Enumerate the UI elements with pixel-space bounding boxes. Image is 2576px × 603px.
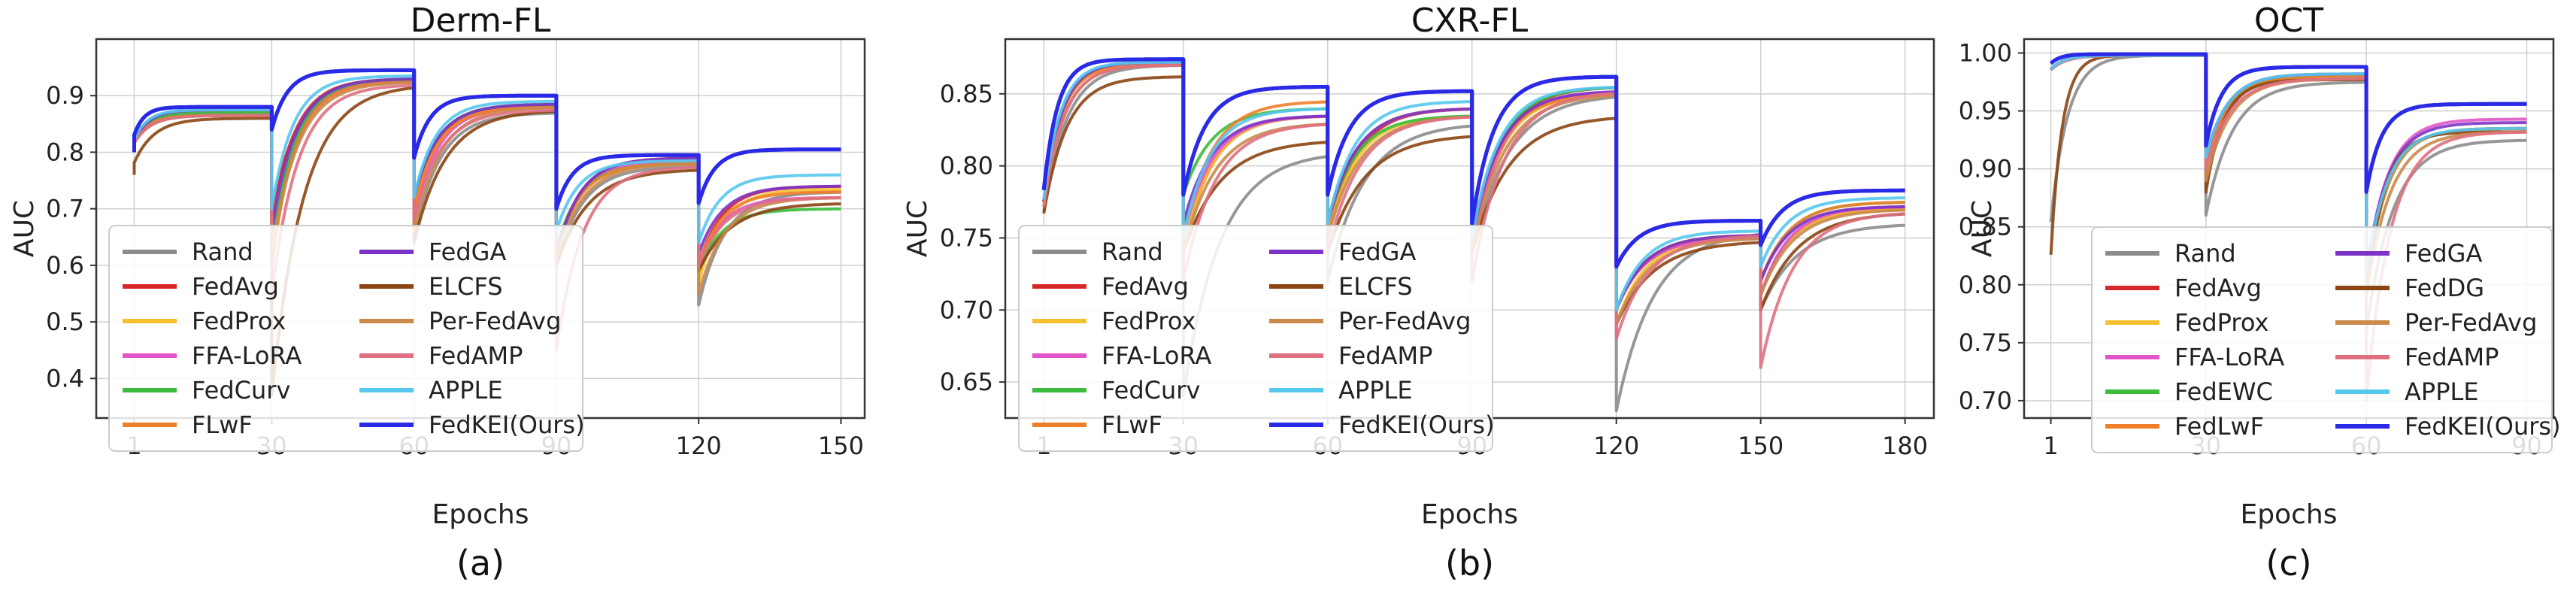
legend-box	[1018, 225, 1493, 452]
legend-label-flwf: FLwF	[192, 411, 253, 439]
y-tick-label: 0.75	[1959, 329, 2012, 357]
legend-label-fedavg: FedAvg	[192, 272, 279, 301]
legend-label-ffa-lora: FFA-LoRA	[192, 341, 302, 370]
y-tick-label: 0.90	[1959, 155, 2012, 183]
legend-box	[2091, 226, 2553, 453]
y-tick-label: 0.8	[46, 138, 84, 166]
x-axis-label: Epochs	[432, 499, 529, 530]
chart-title: OCT	[2254, 2, 2323, 40]
legend-label-fedcurv: FedCurv	[1102, 376, 1200, 405]
panel-label: (c)	[2265, 543, 2311, 583]
legend-label-fedkei-ours: FedKEI(Ours)	[2405, 412, 2561, 441]
legend-label-fedprox: FedProx	[192, 307, 286, 335]
legend-label-rand: Rand	[1102, 238, 1163, 266]
legend-label-fedprox: FedProx	[2174, 308, 2268, 337]
legend-label-rand: Rand	[2174, 239, 2236, 268]
y-axis-label: AUC	[9, 200, 40, 257]
x-axis-label: Epochs	[2241, 499, 2338, 530]
y-tick-label: 0.5	[46, 308, 84, 336]
chart-cxr-fl: 13060901201501800.650.700.750.800.85CXR-…	[902, 2, 1935, 583]
legend-label-elcfs: ELCFS	[1338, 272, 1413, 301]
legend-label-fedga: FedGA	[2405, 239, 2482, 268]
x-tick-label: 1	[2043, 432, 2058, 460]
legend: Rand FedAvg FedProx FFA-LoRA FedCurv FLwF FedG…	[108, 225, 585, 452]
legend-label-flwf: FLwF	[1102, 411, 1162, 439]
y-tick-label: 0.80	[1959, 271, 2012, 299]
x-tick-label: 120	[676, 432, 722, 460]
y-tick-label: 0.85	[940, 80, 993, 108]
legend-label-fedamp: FedAMP	[2405, 343, 2499, 371]
y-axis-label: AUC	[1967, 200, 1998, 257]
y-tick-label: 0.6	[46, 251, 84, 280]
x-tick-label: 150	[1738, 432, 1784, 460]
legend-label-feddg: FedDG	[2405, 274, 2484, 302]
legend-label-fedga: FedGA	[429, 238, 506, 266]
legend: Rand FedAvg FedProx FFA-LoRA FedCurv FLwF FedG…	[1018, 225, 1495, 452]
y-tick-label: 0.65	[940, 368, 993, 396]
legend-label-fedamp: FedAMP	[429, 341, 523, 370]
y-tick-label: 0.95	[1959, 97, 2012, 126]
legend-label-rand: Rand	[192, 238, 253, 266]
series-line-highlight-fedkei-ours	[1041, 57, 1905, 269]
legend-label-fedprox: FedProx	[1102, 307, 1196, 335]
legend-label-ffa-lora: FFA-LoRA	[2174, 343, 2284, 371]
legend-label-fedamp: FedAMP	[1338, 341, 1432, 370]
legend-label-elcfs: ELCFS	[429, 272, 503, 301]
panel-label: (b)	[1445, 543, 1494, 583]
y-tick-label: 0.70	[1959, 386, 2012, 415]
legend-label-apple: APPLE	[429, 376, 503, 405]
legend-label-fedavg: FedAvg	[2174, 274, 2262, 302]
series-group	[132, 68, 841, 397]
chart-title: CXR-FL	[1411, 2, 1529, 40]
y-tick-label: 0.9	[46, 81, 84, 110]
chart-oct: 13060900.700.750.800.850.900.951.00OCTEp…	[1959, 2, 2561, 583]
legend-label-fedkei-ours: FedKEI(Ours)	[1338, 411, 1495, 439]
y-tick-label: 0.70	[940, 295, 993, 324]
legend-label-per-fedavg: Per-FedAvg	[429, 307, 561, 335]
legend-label-fedewc: FedEWC	[2174, 377, 2273, 406]
chart-derm-fl: 13060901201500.40.50.60.70.80.9Derm-FLEp…	[9, 2, 866, 583]
y-tick-label: 0.75	[940, 223, 993, 252]
legend-label-fedga: FedGA	[1338, 238, 1416, 266]
series-line-fedamp	[132, 83, 841, 352]
series-line-highlight-fedkei-ours	[132, 68, 841, 211]
y-tick-label: 0.7	[46, 195, 84, 223]
y-tick-label: 0.85	[1959, 213, 2012, 241]
y-tick-label: 0.4	[46, 364, 84, 392]
y-tick-label: 0.80	[940, 152, 993, 180]
chart-title: Derm-FL	[411, 2, 551, 40]
y-tick-label: 1.00	[1959, 38, 2012, 67]
legend-box	[108, 225, 583, 452]
legend-label-per-fedavg: Per-FedAvg	[1338, 307, 1471, 335]
x-tick-label: 150	[818, 432, 864, 460]
legend-label-ffa-lora: FFA-LoRA	[1102, 341, 1211, 370]
legend-label-apple: APPLE	[2405, 377, 2479, 406]
x-tick-label: 180	[1882, 432, 1928, 460]
legend-label-fedcurv: FedCurv	[192, 376, 290, 405]
y-axis-label: AUC	[902, 200, 933, 257]
series-line-apple	[132, 74, 841, 244]
x-axis-label: Epochs	[1421, 499, 1518, 530]
legend-label-fedlwf: FedLwF	[2174, 412, 2264, 441]
legend-label-fedavg: FedAvg	[1102, 272, 1189, 301]
panel-label: (a)	[456, 543, 505, 583]
series-group	[2049, 52, 2527, 402]
legend-label-per-fedavg: Per-FedAvg	[2405, 308, 2537, 337]
x-tick-label: 120	[1593, 432, 1639, 460]
series-line-highlight-fedkei-ours	[2049, 52, 2527, 194]
legend-label-apple: APPLE	[1338, 376, 1413, 405]
legend: Rand FedAvg FedProx FFA-LoRA FedEWC FedLwF Fed…	[2091, 226, 2561, 453]
legend-label-fedkei-ours: FedKEI(Ours)	[429, 411, 585, 439]
